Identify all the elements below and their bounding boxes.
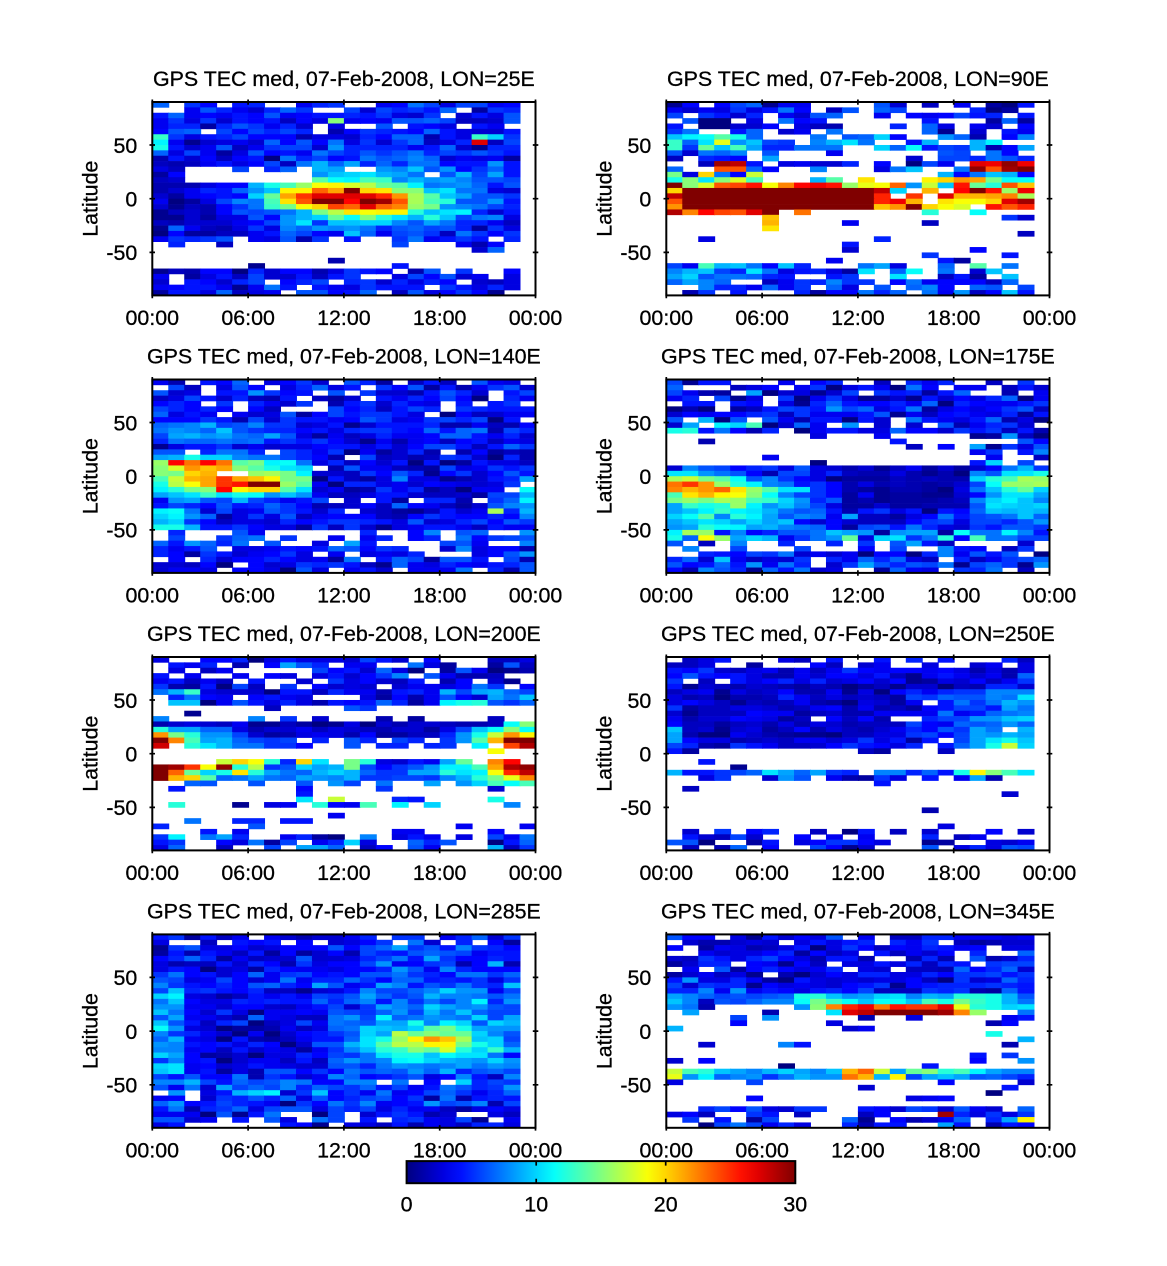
svg-text:00:00: 00:00 <box>640 584 694 608</box>
svg-text:0: 0 <box>401 1192 413 1216</box>
svg-text:00:00: 00:00 <box>640 1139 694 1163</box>
svg-text:18:00: 18:00 <box>927 306 981 330</box>
svg-text:00:00: 00:00 <box>509 306 563 330</box>
svg-text:00:00: 00:00 <box>509 861 563 885</box>
svg-text:06:00: 06:00 <box>735 584 789 608</box>
svg-text:-50: -50 <box>106 519 137 543</box>
svg-text:06:00: 06:00 <box>221 1139 275 1163</box>
svg-text:0: 0 <box>639 465 651 489</box>
svg-text:06:00: 06:00 <box>735 306 789 330</box>
svg-text:00:00: 00:00 <box>509 1139 563 1163</box>
svg-text:50: 50 <box>114 411 138 435</box>
svg-text:12:00: 12:00 <box>317 306 371 330</box>
svg-text:20: 20 <box>654 1192 678 1216</box>
svg-text:Latitude: Latitude <box>78 438 102 514</box>
svg-text:-50: -50 <box>106 796 137 820</box>
svg-text:06:00: 06:00 <box>735 1139 789 1163</box>
svg-text:12:00: 12:00 <box>317 1139 371 1163</box>
svg-text:00:00: 00:00 <box>126 1139 180 1163</box>
svg-text:18:00: 18:00 <box>413 306 467 330</box>
svg-text:00:00: 00:00 <box>1023 584 1077 608</box>
svg-text:Latitude: Latitude <box>592 161 616 237</box>
svg-text:00:00: 00:00 <box>126 306 180 330</box>
svg-text:06:00: 06:00 <box>221 306 275 330</box>
svg-text:0: 0 <box>639 743 651 767</box>
svg-text:00:00: 00:00 <box>126 861 180 885</box>
svg-text:Latitude: Latitude <box>592 438 616 514</box>
svg-text:00:00: 00:00 <box>1023 306 1077 330</box>
svg-text:18:00: 18:00 <box>927 861 981 885</box>
svg-text:50: 50 <box>114 966 138 990</box>
svg-text:0: 0 <box>125 188 137 212</box>
svg-text:12:00: 12:00 <box>831 584 885 608</box>
svg-text:00:00: 00:00 <box>640 306 694 330</box>
svg-text:12:00: 12:00 <box>317 861 371 885</box>
svg-text:50: 50 <box>114 689 138 713</box>
svg-text:0: 0 <box>125 465 137 489</box>
svg-text:GPS TEC med, 07-Feb-2008, LON=: GPS TEC med, 07-Feb-2008, LON=285E <box>147 899 541 923</box>
svg-text:18:00: 18:00 <box>927 584 981 608</box>
svg-text:12:00: 12:00 <box>831 306 885 330</box>
svg-text:06:00: 06:00 <box>221 861 275 885</box>
svg-text:50: 50 <box>628 966 652 990</box>
svg-text:00:00: 00:00 <box>509 584 563 608</box>
svg-text:GPS TEC med, 07-Feb-2008, LON=: GPS TEC med, 07-Feb-2008, LON=345E <box>661 899 1055 923</box>
svg-text:30: 30 <box>783 1192 807 1216</box>
svg-text:-50: -50 <box>620 1074 651 1098</box>
svg-text:18:00: 18:00 <box>413 1139 467 1163</box>
svg-text:18:00: 18:00 <box>413 861 467 885</box>
svg-text:50: 50 <box>628 411 652 435</box>
svg-text:GPS TEC med, 07-Feb-2008, LON=: GPS TEC med, 07-Feb-2008, LON=175E <box>661 345 1055 369</box>
svg-text:-50: -50 <box>106 241 137 265</box>
svg-text:GPS TEC med, 07-Feb-2008, LON=: GPS TEC med, 07-Feb-2008, LON=250E <box>661 622 1055 646</box>
svg-text:Latitude: Latitude <box>78 993 102 1069</box>
svg-text:0: 0 <box>639 1020 651 1044</box>
svg-text:06:00: 06:00 <box>221 584 275 608</box>
svg-text:0: 0 <box>639 188 651 212</box>
svg-text:12:00: 12:00 <box>831 1139 885 1163</box>
svg-text:50: 50 <box>628 689 652 713</box>
svg-text:10: 10 <box>524 1192 548 1216</box>
svg-text:GPS TEC med, 07-Feb-2008, LON=: GPS TEC med, 07-Feb-2008, LON=200E <box>147 622 541 646</box>
svg-text:00:00: 00:00 <box>1023 861 1077 885</box>
svg-text:-50: -50 <box>620 241 651 265</box>
svg-text:Latitude: Latitude <box>592 993 616 1069</box>
svg-text:18:00: 18:00 <box>413 584 467 608</box>
svg-text:50: 50 <box>114 134 138 158</box>
svg-text:12:00: 12:00 <box>831 861 885 885</box>
svg-text:Latitude: Latitude <box>592 716 616 792</box>
svg-text:00:00: 00:00 <box>126 584 180 608</box>
svg-text:GPS TEC med, 07-Feb-2008, LON=: GPS TEC med, 07-Feb-2008, LON=90E <box>667 67 1049 91</box>
svg-text:12:00: 12:00 <box>317 584 371 608</box>
svg-text:-50: -50 <box>620 519 651 543</box>
svg-text:Latitude: Latitude <box>78 161 102 237</box>
svg-text:-50: -50 <box>620 796 651 820</box>
svg-text:GPS TEC med, 07-Feb-2008, LON=: GPS TEC med, 07-Feb-2008, LON=140E <box>147 345 541 369</box>
svg-text:0: 0 <box>125 1020 137 1044</box>
svg-text:0: 0 <box>125 743 137 767</box>
svg-text:18:00: 18:00 <box>927 1139 981 1163</box>
svg-text:-50: -50 <box>106 1074 137 1098</box>
svg-text:GPS TEC med, 07-Feb-2008, LON=: GPS TEC med, 07-Feb-2008, LON=25E <box>153 67 535 91</box>
svg-text:06:00: 06:00 <box>735 861 789 885</box>
svg-text:Latitude: Latitude <box>78 716 102 792</box>
svg-text:00:00: 00:00 <box>640 861 694 885</box>
svg-text:50: 50 <box>628 134 652 158</box>
svg-text:00:00: 00:00 <box>1023 1139 1077 1163</box>
